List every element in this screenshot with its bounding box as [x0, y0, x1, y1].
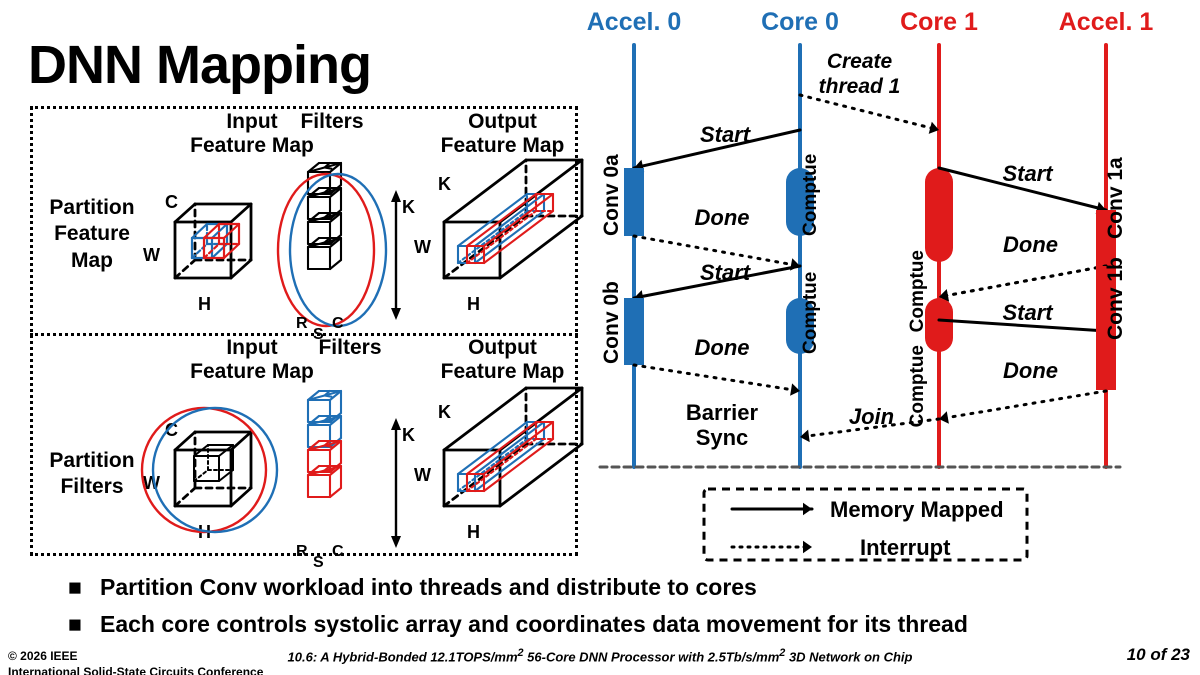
- svg-text:Memory Mapped: Memory Mapped: [830, 497, 1004, 522]
- svg-text:Join: Join: [849, 404, 894, 429]
- svg-text:Barrier: Barrier: [686, 400, 759, 425]
- svg-text:Done: Done: [1003, 358, 1058, 383]
- svg-text:Start: Start: [1002, 161, 1054, 186]
- svg-text:Done: Done: [695, 205, 750, 230]
- svg-text:Comptue: Comptue: [907, 250, 928, 332]
- svg-text:Core 1: Core 1: [900, 8, 978, 36]
- svg-text:Done: Done: [695, 335, 750, 360]
- svg-text:Interrupt: Interrupt: [860, 535, 951, 560]
- svg-text:Conv 1a: Conv 1a: [1104, 157, 1127, 239]
- svg-text:Create: Create: [827, 50, 893, 73]
- svg-text:Conv 0a: Conv 0a: [600, 154, 623, 236]
- svg-text:Accel. 0: Accel. 0: [587, 8, 682, 36]
- svg-text:Core 0: Core 0: [761, 8, 839, 36]
- svg-text:Comptue: Comptue: [800, 154, 821, 236]
- svg-text:Accel. 1: Accel. 1: [1059, 8, 1154, 36]
- svg-text:Start: Start: [1002, 300, 1054, 325]
- svg-text:Start: Start: [700, 122, 752, 147]
- svg-text:Comptue: Comptue: [907, 345, 928, 427]
- svg-text:Start: Start: [700, 260, 752, 285]
- svg-text:Done: Done: [1003, 232, 1058, 257]
- svg-text:Conv 0b: Conv 0b: [600, 281, 623, 364]
- svg-text:Conv 1b: Conv 1b: [1104, 257, 1127, 340]
- svg-text:Comptue: Comptue: [800, 272, 821, 354]
- svg-text:thread 1: thread 1: [819, 75, 901, 98]
- svg-text:Sync: Sync: [696, 425, 749, 450]
